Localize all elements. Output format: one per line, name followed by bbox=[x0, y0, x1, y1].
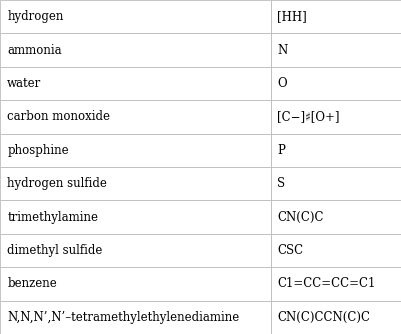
Text: P: P bbox=[277, 144, 285, 157]
Bar bbox=[0, 67, 271, 100]
Bar bbox=[0, 0, 271, 33]
Bar bbox=[0, 234, 271, 267]
Bar bbox=[0, 33, 271, 67]
Bar bbox=[0, 134, 271, 167]
Text: carbon monoxide: carbon monoxide bbox=[7, 111, 110, 123]
Text: [C−]♯[O+]: [C−]♯[O+] bbox=[277, 111, 339, 123]
Bar bbox=[0, 200, 271, 234]
Bar bbox=[0, 167, 271, 200]
Text: benzene: benzene bbox=[7, 278, 57, 290]
Text: trimethylamine: trimethylamine bbox=[7, 211, 98, 223]
Text: phosphine: phosphine bbox=[7, 144, 69, 157]
Bar bbox=[271, 33, 401, 67]
Text: CSC: CSC bbox=[277, 244, 303, 257]
Bar bbox=[271, 167, 401, 200]
Bar bbox=[271, 267, 401, 301]
Bar bbox=[271, 234, 401, 267]
Bar bbox=[0, 267, 271, 301]
Text: O: O bbox=[277, 77, 286, 90]
Text: N: N bbox=[277, 44, 287, 56]
Text: hydrogen: hydrogen bbox=[7, 10, 63, 23]
Bar bbox=[0, 100, 271, 134]
Text: hydrogen sulfide: hydrogen sulfide bbox=[7, 177, 107, 190]
Text: dimethyl sulfide: dimethyl sulfide bbox=[7, 244, 102, 257]
Text: N,N,N’,N’–tetramethylethylenediamine: N,N,N’,N’–tetramethylethylenediamine bbox=[7, 311, 239, 324]
Text: water: water bbox=[7, 77, 41, 90]
Text: ammonia: ammonia bbox=[7, 44, 62, 56]
Bar bbox=[271, 134, 401, 167]
Bar bbox=[271, 0, 401, 33]
Bar bbox=[271, 301, 401, 334]
Text: S: S bbox=[277, 177, 285, 190]
Text: CN(C)CCN(C)C: CN(C)CCN(C)C bbox=[277, 311, 369, 324]
Bar bbox=[271, 100, 401, 134]
Text: CN(C)C: CN(C)C bbox=[277, 211, 323, 223]
Text: [HH]: [HH] bbox=[277, 10, 306, 23]
Bar bbox=[271, 200, 401, 234]
Bar bbox=[271, 67, 401, 100]
Text: C1=CC=CC=C1: C1=CC=CC=C1 bbox=[277, 278, 375, 290]
Bar bbox=[0, 301, 271, 334]
